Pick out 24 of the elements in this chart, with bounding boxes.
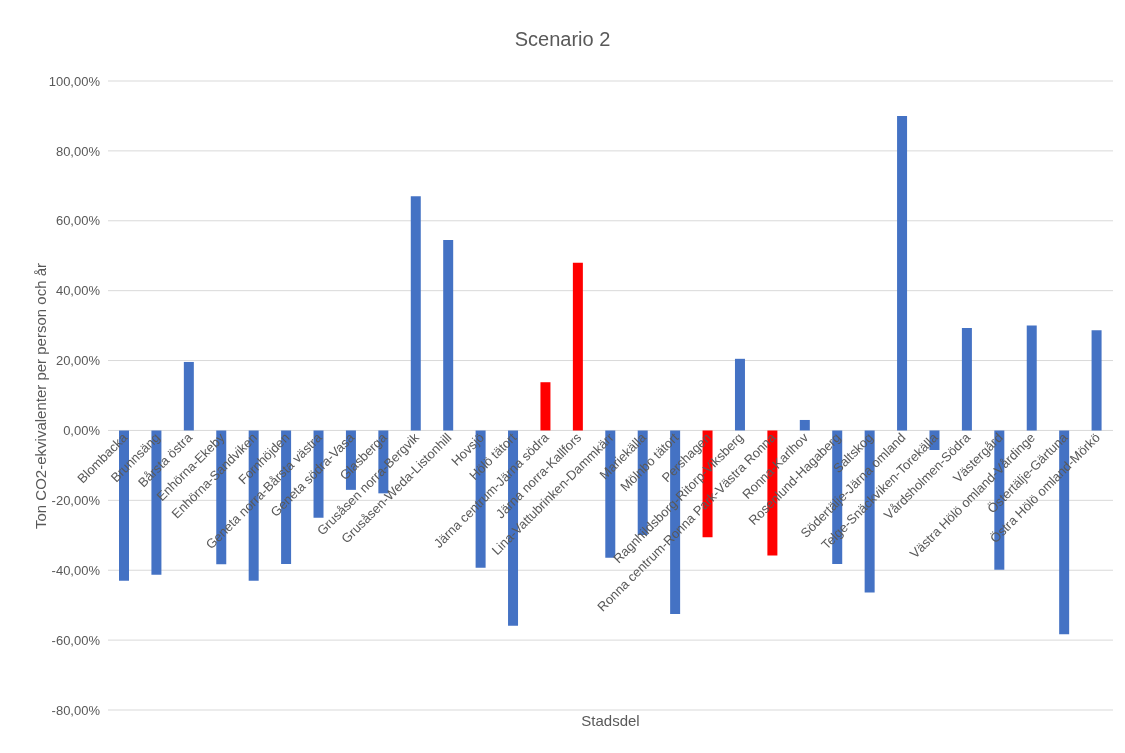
- bar: [961, 328, 972, 431]
- y-axis-title: Ton CO2-ekvivalenter per person och år: [31, 262, 49, 529]
- y-tick-label: -40,00%: [51, 562, 101, 578]
- y-tick-label: 0,00%: [63, 423, 101, 439]
- bar: [183, 361, 194, 431]
- y-tick-label: 60,00%: [55, 213, 101, 229]
- y-tick-label: -20,00%: [51, 492, 101, 508]
- bar: [443, 240, 454, 431]
- y-tick-label: 20,00%: [55, 353, 101, 369]
- x-axis-title: Stadsdel: [580, 712, 641, 729]
- bar: [1091, 330, 1102, 431]
- bar: [897, 115, 908, 431]
- y-tick-label: 100,00%: [48, 73, 101, 89]
- y-tick-label: 80,00%: [55, 143, 101, 159]
- bar: [799, 419, 810, 431]
- bar: [572, 262, 583, 431]
- bar: [1026, 325, 1037, 431]
- y-tick-label: -60,00%: [51, 632, 101, 648]
- bar: [734, 358, 745, 431]
- y-tick-label: -80,00%: [51, 702, 101, 718]
- bar: [540, 382, 551, 431]
- bar: [410, 196, 421, 431]
- chart-title: Scenario 2: [513, 28, 612, 51]
- y-tick-label: 40,00%: [55, 283, 101, 299]
